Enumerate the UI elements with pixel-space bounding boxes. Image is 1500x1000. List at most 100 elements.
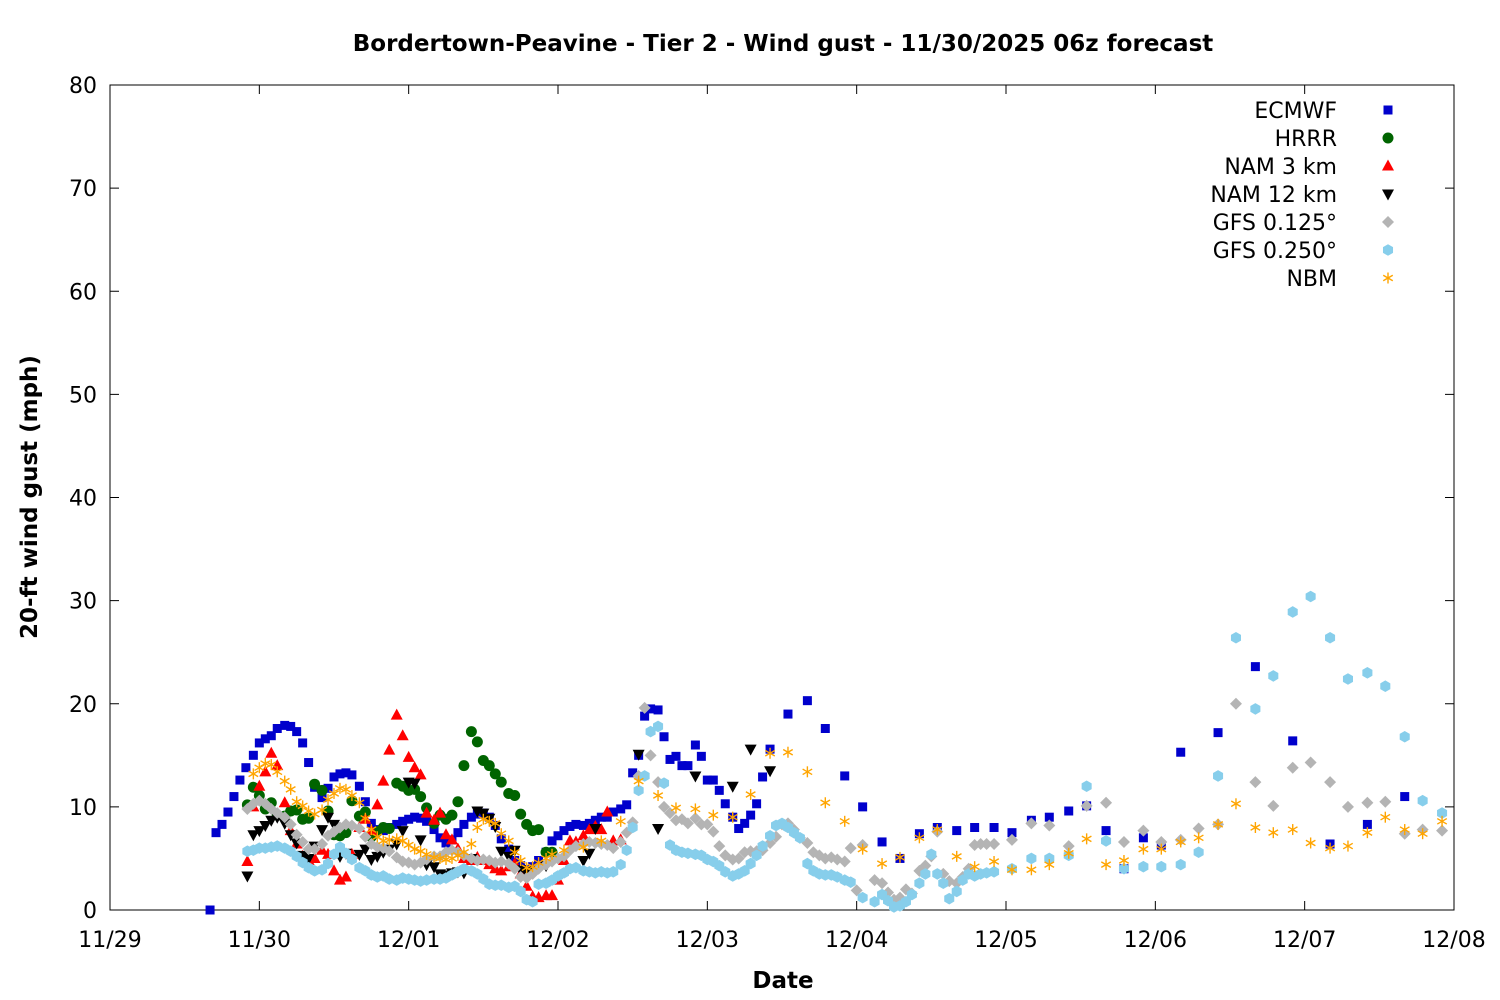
point-nbm	[1399, 824, 1410, 836]
point-ecmwf	[254, 738, 264, 748]
point-ecmwf	[360, 797, 370, 807]
point-nbm	[328, 787, 340, 799]
point-nbm	[652, 790, 664, 802]
point-nbm	[515, 855, 526, 866]
point-nbm	[745, 789, 756, 800]
point-nbm	[1380, 811, 1391, 823]
x-tick-label: 12/05	[974, 928, 1037, 953]
point-gfs-0-125	[1155, 835, 1168, 848]
point-nbm	[1193, 832, 1204, 844]
point-gfs-0-125	[353, 822, 366, 835]
point-nam-12-km	[428, 862, 441, 874]
point-gfs-0-125	[681, 817, 694, 830]
point-ecmwf	[696, 751, 706, 761]
point-nam-12-km	[396, 826, 409, 838]
point-hrrr	[415, 791, 427, 803]
point-hrrr	[458, 760, 470, 772]
point-nam-3-km	[390, 708, 403, 720]
point-gfs-0-250	[328, 848, 340, 861]
point-gfs-0-250	[627, 821, 638, 834]
point-nbm	[708, 809, 719, 821]
point-nam-3-km	[259, 765, 272, 777]
point-hrrr	[509, 790, 521, 802]
point-nam-3-km	[308, 851, 321, 863]
point-ecmwf	[248, 750, 258, 760]
x-tick-label: 12/06	[1124, 928, 1187, 953]
point-gfs-0-125	[508, 862, 521, 875]
legend-marker	[1382, 132, 1394, 144]
point-ecmwf	[653, 705, 663, 715]
y-tick-label: 0	[83, 899, 97, 924]
point-gfs-0-250	[745, 857, 756, 870]
point-hrrr	[489, 768, 501, 780]
x-tick-label: 12/08	[1422, 928, 1485, 953]
y-tick-label: 60	[69, 280, 97, 305]
point-ecmwf	[504, 844, 514, 854]
point-gfs-0-250	[1101, 835, 1112, 847]
point-nam-12-km	[322, 812, 335, 824]
point-gfs-0-250	[527, 895, 538, 908]
point-ecmwf	[298, 738, 308, 748]
point-nam-12-km	[589, 824, 602, 836]
point-ecmwf	[1007, 828, 1017, 838]
point-ecmwf	[840, 771, 850, 781]
point-nam-12-km	[744, 744, 757, 756]
point-nbm	[1362, 827, 1373, 839]
point-gfs-0-250	[1026, 852, 1037, 865]
point-nbm	[764, 747, 776, 759]
x-tick-label: 12/02	[526, 928, 589, 953]
point-nam-12-km	[302, 853, 315, 865]
point-nbm	[1138, 843, 1149, 855]
point-gfs-0-125	[1229, 697, 1242, 710]
point-ecmwf	[441, 838, 451, 848]
point-hrrr	[359, 806, 371, 818]
point-nam-12-km	[689, 771, 702, 783]
point-nam-3-km	[339, 870, 352, 882]
point-gfs-0-250	[1342, 673, 1353, 685]
point-gfs-0-250	[869, 895, 880, 908]
point-gfs-0-250	[1268, 670, 1279, 682]
point-nbm	[633, 775, 644, 787]
point-nbm	[1175, 836, 1186, 848]
point-nam-12-km	[371, 851, 384, 863]
legend-label: NAM 3 km	[1224, 155, 1337, 180]
point-ecmwf	[559, 826, 569, 836]
point-nbm	[670, 802, 682, 814]
legend-label: ECMWF	[1254, 99, 1337, 124]
point-gfs-0-250	[802, 857, 813, 870]
point-gfs-0-250	[794, 832, 805, 844]
point-gfs-0-125	[557, 850, 570, 863]
point-gfs-0-250	[1399, 730, 1410, 743]
point-nbm	[297, 800, 308, 812]
point-gfs-0-125	[850, 884, 863, 897]
point-ecmwf	[877, 837, 887, 847]
point-gfs-0-125	[290, 828, 303, 841]
point-nbm	[260, 758, 271, 770]
point-gfs-0-125	[689, 812, 702, 825]
point-nbm	[578, 841, 589, 853]
point-gfs-0-250	[515, 885, 526, 898]
x-tick-label: 12/07	[1273, 928, 1336, 953]
point-gfs-0-250	[1156, 860, 1167, 873]
point-nam-3-km	[328, 864, 340, 876]
point-ecmwf	[746, 810, 756, 820]
point-ecmwf	[690, 740, 700, 750]
point-ecmwf	[280, 720, 290, 730]
point-ecmwf	[211, 828, 221, 838]
point-gfs-0-250	[621, 844, 632, 856]
point-gfs-0-250	[914, 877, 925, 889]
point-nam-3-km	[428, 813, 441, 825]
point-nbm	[509, 846, 520, 858]
point-gfs-0-250	[1213, 770, 1224, 782]
point-ecmwf	[628, 768, 638, 778]
point-nbm	[291, 796, 302, 808]
legend-marker	[1382, 272, 1394, 284]
point-gfs-0-125	[1324, 776, 1337, 789]
point-ecmwf	[820, 724, 830, 733]
point-ecmwf	[266, 731, 276, 741]
x-tick-label: 12/04	[825, 928, 888, 953]
point-ecmwf	[435, 833, 445, 843]
point-nam-3-km	[377, 774, 390, 786]
point-ecmwf	[354, 781, 364, 791]
point-ecmwf	[1250, 662, 1260, 672]
